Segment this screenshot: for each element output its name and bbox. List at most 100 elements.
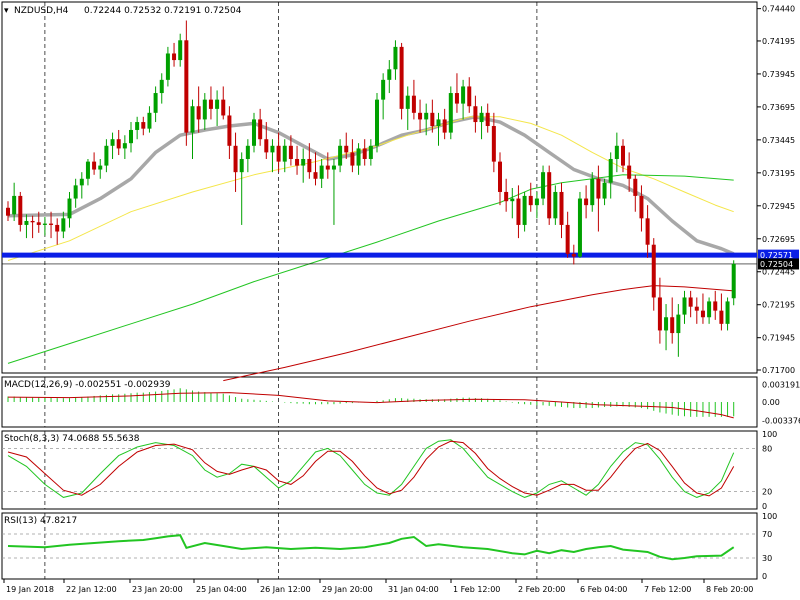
candle: [621, 139, 625, 173]
candle: [331, 158, 336, 225]
candle: [590, 172, 595, 212]
candle: [608, 152, 613, 199]
rsi-indicator: 100 70 30 0: [2, 512, 777, 581]
candle: [559, 182, 564, 239]
candle: [424, 103, 429, 136]
candle: [522, 191, 527, 232]
time-axis: 19 Jan 2018 22 Jan 12:00 23 Jan 20:00 25 Ja…: [3, 579, 753, 594]
candle: [614, 132, 619, 173]
macd-pane[interactable]: [1, 376, 758, 428]
candle: [553, 185, 558, 225]
candle: [713, 290, 718, 320]
stoch-tick-label: 20: [762, 488, 772, 497]
candle: [362, 139, 367, 166]
candle: [577, 191, 582, 258]
candle: [485, 103, 490, 133]
rsi-line: [7, 534, 735, 561]
candle: [504, 178, 509, 212]
candle: [85, 158, 90, 186]
rsi-tick-label: 70: [762, 530, 772, 539]
candle: [190, 99, 195, 159]
stoch-main-line: [7, 439, 735, 498]
candle: [528, 182, 533, 212]
rsi-tick-label: 100: [762, 512, 777, 521]
candle: [178, 33, 183, 67]
ohlc-header: 0.72244 0.72532 0.72191 0.72504: [84, 6, 242, 16]
candle: [393, 40, 398, 80]
candle: [596, 165, 601, 232]
candle: [725, 297, 730, 331]
candle: [325, 152, 330, 179]
candle: [319, 158, 324, 188]
stoch-signal-line: [7, 440, 735, 497]
candle: [688, 290, 693, 318]
candle: [375, 93, 379, 153]
level-price-label: 0.72571: [760, 251, 793, 260]
last-price-label: 0.72504: [760, 260, 793, 269]
candle: [129, 122, 133, 153]
candle: [368, 139, 373, 166]
candle: [110, 132, 115, 159]
time-tick-label: 26 Jan 12:00: [260, 585, 311, 594]
candle: [541, 165, 546, 206]
candle: [221, 86, 226, 120]
candle: [356, 143, 361, 175]
candle: [670, 297, 675, 344]
candle: [461, 79, 466, 120]
stoch-pane[interactable]: [1, 430, 758, 510]
candle: [270, 139, 275, 173]
candle: [547, 165, 552, 225]
price-pane[interactable]: [1, 1, 758, 374]
price-axis: 0.74440 0.74195 0.73945 0.73695 0.73445 0.731…: [757, 5, 795, 375]
time-tick-label: 8 Feb 20:00: [706, 585, 753, 594]
stoch-label: Stoch(8,3,3) 74.0688 55.5638: [4, 434, 140, 444]
candle: [227, 106, 232, 159]
candle: [116, 129, 121, 156]
candle: [135, 116, 140, 140]
price-tick-label: 0.72195: [762, 301, 795, 310]
rsi-pane[interactable]: [1, 512, 758, 580]
candle: [202, 93, 207, 130]
rsi-label: RSI(13) 47.8217: [4, 516, 77, 526]
candle: [104, 139, 109, 173]
candle: [141, 116, 146, 136]
candle: [467, 77, 472, 113]
candle: [700, 293, 705, 324]
price-tick-label: 0.74195: [762, 37, 795, 46]
macd-tick-label: 0.003191: [762, 380, 800, 389]
candle: [6, 201, 10, 221]
candle: [147, 106, 152, 133]
candle: [430, 99, 435, 133]
candlestick-series: [6, 20, 736, 357]
candle: [282, 139, 287, 173]
candle: [92, 152, 97, 175]
candle: [448, 86, 453, 140]
rsi-tick-label: 0: [762, 572, 767, 581]
candle: [405, 86, 410, 130]
time-tick-label: 25 Jan 04:00: [196, 585, 247, 594]
candle: [49, 211, 54, 239]
candle: [30, 215, 35, 239]
time-tick-label: 1 Feb 12:00: [453, 585, 500, 594]
candle: [498, 152, 502, 206]
candle: [288, 135, 293, 166]
candle: [657, 277, 662, 344]
candle: [98, 158, 103, 179]
stoch-tick-label: 0: [762, 502, 767, 511]
candle: [233, 132, 238, 192]
macd-label: MACD(12,26,9) -0.002551 -0.002939: [4, 380, 171, 390]
candle: [633, 174, 638, 212]
candle: [350, 139, 355, 173]
candle: [473, 95, 478, 133]
candle: [344, 132, 349, 159]
candle: [694, 297, 699, 324]
time-tick-label: 2 Feb 20:00: [518, 585, 565, 594]
symbol-label: NZDUSD,H4: [14, 6, 69, 16]
candle: [381, 73, 386, 120]
candle: [571, 244, 576, 265]
candle: [602, 178, 607, 206]
time-tick-label: 7 Feb 12:00: [644, 585, 691, 594]
price-tick-label: 0.73695: [762, 103, 795, 112]
level-price-tag: [758, 249, 799, 261]
